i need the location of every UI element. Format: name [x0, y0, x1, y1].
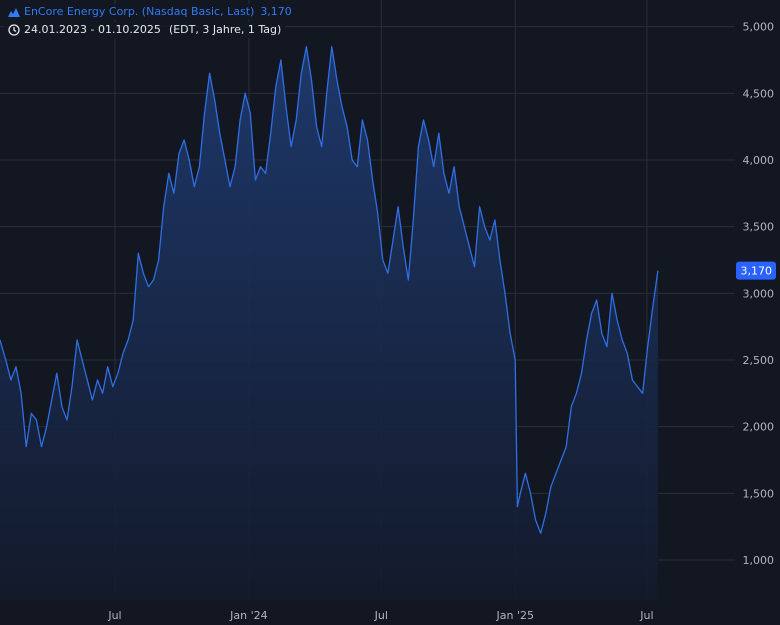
legend-date-range: 24.01.2023 - 01.10.2025	[24, 23, 161, 36]
y-tick-label: 2,000	[743, 421, 775, 434]
y-tick-label: 3,000	[743, 287, 775, 300]
legend-series-row[interactable]: EnCore Energy Corp. (Nasdaq Basic, Last)…	[4, 4, 296, 20]
price-line	[0, 46, 659, 534]
mountain-area-icon	[8, 8, 20, 17]
legend-meta: (EDT, 3 Jahre, 1 Tag)	[168, 23, 282, 36]
x-tick-label: Jul	[639, 609, 653, 622]
last-price-badge: 3,170	[736, 261, 776, 280]
y-tick-label: 2,500	[743, 354, 775, 367]
legend-title: EnCore Energy Corp. (Nasdaq Basic, Last)	[24, 5, 255, 18]
y-axis: 1,000 1,500 2,000 2,500 3,000 3,500 4,000 4,500…	[743, 21, 775, 567]
last-price-badge-bg	[736, 261, 776, 280]
x-axis: Jul Jan '24 Jul Jan '25 Jul	[107, 609, 653, 622]
y-tick-label: 4,000	[743, 154, 775, 167]
chart-legend: EnCore Energy Corp. (Nasdaq Basic, Last)…	[4, 4, 296, 40]
x-tick-label: Jan '25	[495, 609, 533, 622]
y-tick-label: 4,500	[743, 87, 775, 100]
clock-icon	[8, 24, 20, 36]
x-tick-label: Jan '24	[229, 609, 267, 622]
y-tick-label: 3,500	[743, 221, 775, 234]
y-tick-label: 1,500	[743, 487, 775, 500]
y-tick-label: 1,000	[743, 554, 775, 567]
price-area	[0, 46, 658, 600]
x-tick-label: Jul	[374, 609, 388, 622]
y-tick-label: 5,000	[743, 21, 775, 34]
legend-last-value: 3,170	[260, 5, 292, 18]
legend-range-row[interactable]: 24.01.2023 - 01.10.2025 (EDT, 3 Jahre, 1…	[4, 22, 286, 38]
x-tick-label: Jul	[107, 609, 121, 622]
last-price-label: 3,170	[741, 265, 773, 278]
